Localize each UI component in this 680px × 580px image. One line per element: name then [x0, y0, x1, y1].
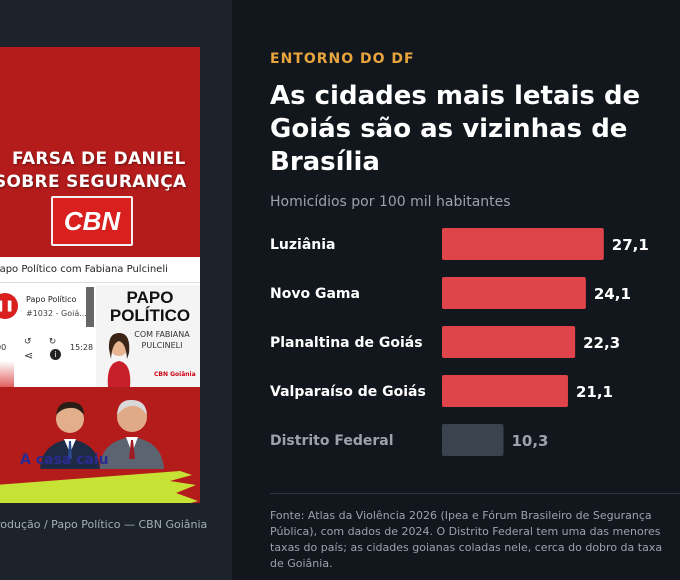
politicians-photo — [40, 399, 164, 469]
bar-category-label: Planaltina de Goiás — [270, 335, 423, 351]
player-controls: ↺ ↻ — [24, 337, 56, 347]
forward-icon[interactable]: ↻ — [48, 337, 57, 347]
bar-category-label: Luziânia — [270, 237, 336, 253]
chart-source: Fonte: Atlas da Violência 2026 (Ipea e F… — [270, 509, 663, 570]
bar-value-label: 10,3 — [511, 432, 548, 450]
cbn-logo: CBN — [51, 196, 133, 246]
video-thumbnail[interactable]: FARSA DE DANIEL SOBRE SEGURANÇA CBN Papo… — [0, 47, 200, 503]
podcast-player: Papo Político com Fabiana Pulcineli ❚❚ P… — [0, 257, 200, 387]
article-headline: As cidades mais letais de Goiás são as v… — [270, 81, 641, 177]
player-episode: #1032 - Goiá... — [26, 309, 87, 318]
bar — [442, 228, 604, 260]
rewind-icon[interactable]: ↺ — [24, 337, 32, 347]
bar — [442, 424, 504, 456]
bar-category-label: Valparaíso de Goiás — [270, 384, 426, 400]
bar-value-label: 21,1 — [576, 383, 613, 401]
bar-category-label: Distrito Federal — [270, 433, 394, 449]
host-photo — [107, 333, 131, 387]
pause-icon[interactable]: ❚❚ — [0, 293, 18, 319]
bar — [442, 326, 576, 358]
podcast-cover: PAPO POLÍTICO COM FABIANA PULCINELI CBN … — [96, 285, 200, 387]
thumbnail-title-line1: FARSA DE DANIEL — [12, 149, 186, 169]
waveform-icon — [0, 361, 14, 387]
podcast-cover-subtitle: COM FABIANA PULCINELI — [134, 330, 190, 350]
bar-value-label: 27,1 — [612, 236, 649, 254]
article-panel: ENTORNO DO DF As cidades mais letais de … — [232, 0, 680, 580]
chart-subtitle: Homicídios por 100 mil habitantes — [270, 194, 511, 210]
banner-text: A casa caiu — [20, 452, 109, 468]
yellow-banner — [0, 471, 198, 503]
bar-category-label: Novo Gama — [270, 286, 360, 302]
player-show-name: Papo Político — [26, 295, 77, 304]
player-time-elapsed: 00 — [0, 343, 7, 352]
podcast-cover-title: PAPO POLÍTICO — [109, 288, 191, 325]
thumbnail-title-line2: SOBRE SEGURANÇA — [0, 172, 187, 192]
article-kicker: ENTORNO DO DF — [270, 51, 415, 67]
share-icon[interactable]: ⋖ — [24, 349, 34, 362]
player-header-text: Papo Político com Fabiana Pulcineli — [0, 264, 168, 275]
bar-value-label: 22,3 — [583, 334, 620, 352]
podcast-cover-logo: CBN Goiânia — [154, 371, 196, 378]
homicide-bar-chart: Luziânia 27,1 Novo Gama 24,1 Planaltina de G… — [270, 228, 649, 456]
media-column: FARSA DE DANIEL SOBRE SEGURANÇA CBN Papo… — [0, 0, 232, 580]
bar — [442, 375, 568, 407]
bar-value-label: 24,1 — [594, 285, 631, 303]
divider — [270, 493, 680, 494]
info-icon[interactable]: i — [50, 349, 61, 360]
player-header: Papo Político com Fabiana Pulcineli — [0, 257, 200, 283]
image-credit: rodução / Papo Político — CBN Goiânia — [0, 518, 208, 531]
player-time-total: 15:28 — [70, 343, 94, 352]
bar — [442, 277, 586, 309]
player-side-tab — [86, 287, 94, 327]
